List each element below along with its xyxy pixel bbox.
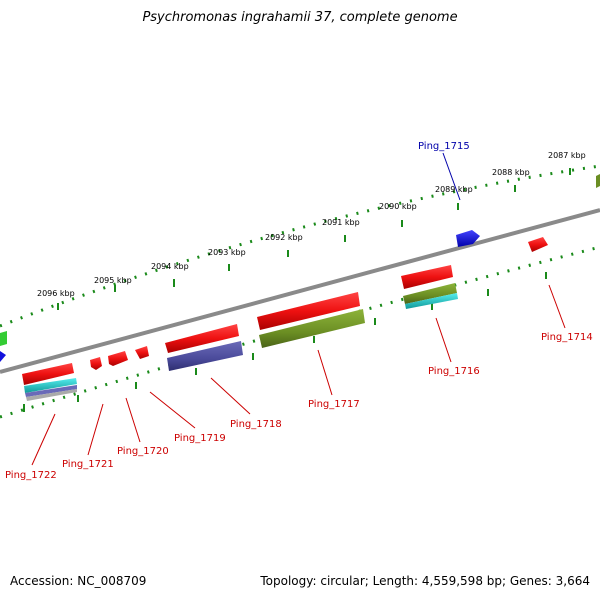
gene-label-ping-1720[interactable]: Ping_1720 xyxy=(117,446,169,457)
gene-ping-1716[interactable] xyxy=(401,265,458,309)
leader-ping-1716 xyxy=(435,317,452,363)
kbp-label-2096: 2096 kbp xyxy=(37,289,75,298)
gene-label-ping-1716[interactable]: Ping_1716 xyxy=(428,366,480,377)
kbp-label-2090: 2090 kbp xyxy=(379,202,417,211)
gene-label-ping-1722[interactable]: Ping_1722 xyxy=(5,470,57,481)
gene-label-ping-1715[interactable]: Ping_1715 xyxy=(418,141,470,152)
genome-backbone xyxy=(0,208,600,374)
leader-ping-1715 xyxy=(442,152,461,201)
gene-feature-edge-olive xyxy=(596,174,600,188)
kbp-label-2094: 2094 kbp xyxy=(151,262,189,271)
gene-ping-1718[interactable] xyxy=(165,324,243,371)
gene-ping-1722[interactable] xyxy=(22,363,77,401)
gene-ping-1720[interactable] xyxy=(108,351,128,366)
kbp-label-2091: 2091 kbp xyxy=(322,218,360,227)
kbp-label-2092: 2092 kbp xyxy=(265,233,303,242)
gene-label-ping-1719[interactable]: Ping_1719 xyxy=(174,433,226,444)
gene-feature-edge-blue xyxy=(0,351,6,362)
inner-major-ticks xyxy=(23,272,547,412)
gene-feature-edge-green xyxy=(0,331,7,346)
leader-ping-1720 xyxy=(125,397,141,443)
gene-ping-1715[interactable] xyxy=(456,230,480,247)
gene-ping-1717[interactable] xyxy=(257,292,365,348)
kbp-label-2087: 2087 kbp xyxy=(548,151,586,160)
leader-ping-1721 xyxy=(87,403,104,456)
leader-ping-1722 xyxy=(31,413,56,466)
gene-label-ping-1717[interactable]: Ping_1717 xyxy=(308,399,360,410)
leader-ping-1719 xyxy=(149,391,196,429)
gene-ping-1719[interactable] xyxy=(135,346,149,359)
gene-label-ping-1721[interactable]: Ping_1721 xyxy=(62,459,114,470)
accession-label: Accession: NC_008709 xyxy=(10,574,147,588)
gene-label-ping-1714[interactable]: Ping_1714 xyxy=(541,332,593,343)
leader-ping-1714 xyxy=(548,284,566,329)
kbp-label-2088: 2088 kbp xyxy=(492,168,530,177)
kbp-label-2089: 2089 kbp xyxy=(435,185,473,194)
outer-tick-track xyxy=(0,164,600,328)
gene-ping-1714[interactable] xyxy=(528,237,548,252)
gene-ping-1721[interactable] xyxy=(90,357,102,370)
leader-ping-1717 xyxy=(317,349,333,396)
leader-ping-1718 xyxy=(210,377,251,415)
kbp-label-2095: 2095 kbp xyxy=(94,276,132,285)
outer-major-ticks xyxy=(57,168,571,310)
genome-info-label: Topology: circular; Length: 4,559,598 bp… xyxy=(260,574,590,588)
genome-title: Psychromonas ingrahamii 37, complete gen… xyxy=(142,10,458,25)
gene-label-ping-1718[interactable]: Ping_1718 xyxy=(230,419,282,430)
kbp-label-2093: 2093 kbp xyxy=(208,248,246,257)
